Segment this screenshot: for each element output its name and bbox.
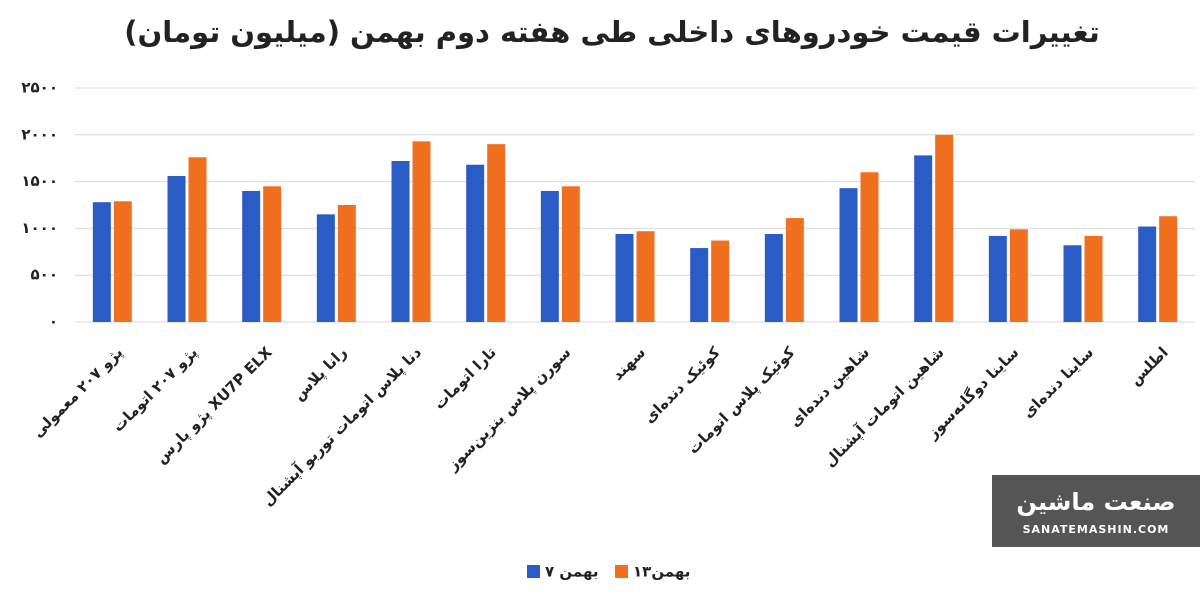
x-tick-label: سهند [608, 343, 649, 384]
legend-label: ۷ بهمن [545, 563, 598, 581]
y-tick-label: ۰ [49, 313, 58, 331]
y-tick-label: ۲۵۰۰ [21, 79, 58, 97]
legend-swatch [527, 565, 540, 578]
bar [1159, 216, 1178, 322]
watermark-site: SANATEMASHIN.COM [1023, 523, 1170, 536]
bar [391, 161, 410, 322]
bar [487, 144, 506, 322]
bar [167, 175, 186, 322]
bar [1084, 235, 1103, 322]
y-tick-label: ۱۵۰۰ [21, 172, 58, 190]
y-tick-label: ۵۰۰ [31, 266, 58, 284]
bar [92, 202, 111, 322]
bar [860, 172, 879, 322]
bar [988, 235, 1007, 322]
x-tick-label: رانا پلاس [290, 343, 352, 405]
bar [711, 240, 730, 322]
bar [764, 234, 783, 322]
bar [113, 201, 132, 322]
bar [1009, 229, 1028, 322]
bar [839, 188, 858, 322]
y-tick-label: ۲۰۰۰ [21, 125, 58, 143]
bar [540, 190, 559, 322]
bar [615, 234, 634, 322]
bar [242, 190, 261, 322]
bar [412, 141, 431, 322]
bar [466, 164, 485, 322]
bar [785, 218, 804, 322]
legend-label: ۱۳بهمن [633, 563, 690, 581]
watermark-box [992, 475, 1200, 547]
bar [1063, 245, 1082, 322]
chart-title: تغییرات قیمت خودروهای داخلی طی هفته دوم … [124, 15, 1099, 49]
x-tick-label: ساینا دنده‌ای [1019, 343, 1097, 421]
x-tick-label: اطلس [1126, 343, 1172, 389]
bar [935, 134, 954, 322]
x-tick-label: تارا اتومات [430, 343, 500, 413]
bar [636, 231, 655, 322]
x-tick-label: شاهین اتومات آپشنال [821, 343, 949, 471]
bar [337, 205, 356, 322]
bar [263, 186, 282, 322]
bar [914, 155, 933, 322]
watermark-brand: صنعت ماشین [1016, 488, 1175, 516]
x-tick-label: کوئیک دنده‌ای [640, 343, 724, 427]
bar [690, 248, 709, 322]
bar [316, 214, 335, 322]
legend-swatch [615, 565, 628, 578]
bar [561, 186, 580, 322]
bar [188, 157, 207, 322]
x-tick-label: سورن پلاس بنزین‌سوز [443, 343, 575, 475]
bar [1138, 226, 1157, 322]
y-tick-label: ۱۰۰۰ [21, 219, 58, 237]
x-tick-label: دنا پلاس اتومات توربو آپشنال [259, 343, 426, 510]
